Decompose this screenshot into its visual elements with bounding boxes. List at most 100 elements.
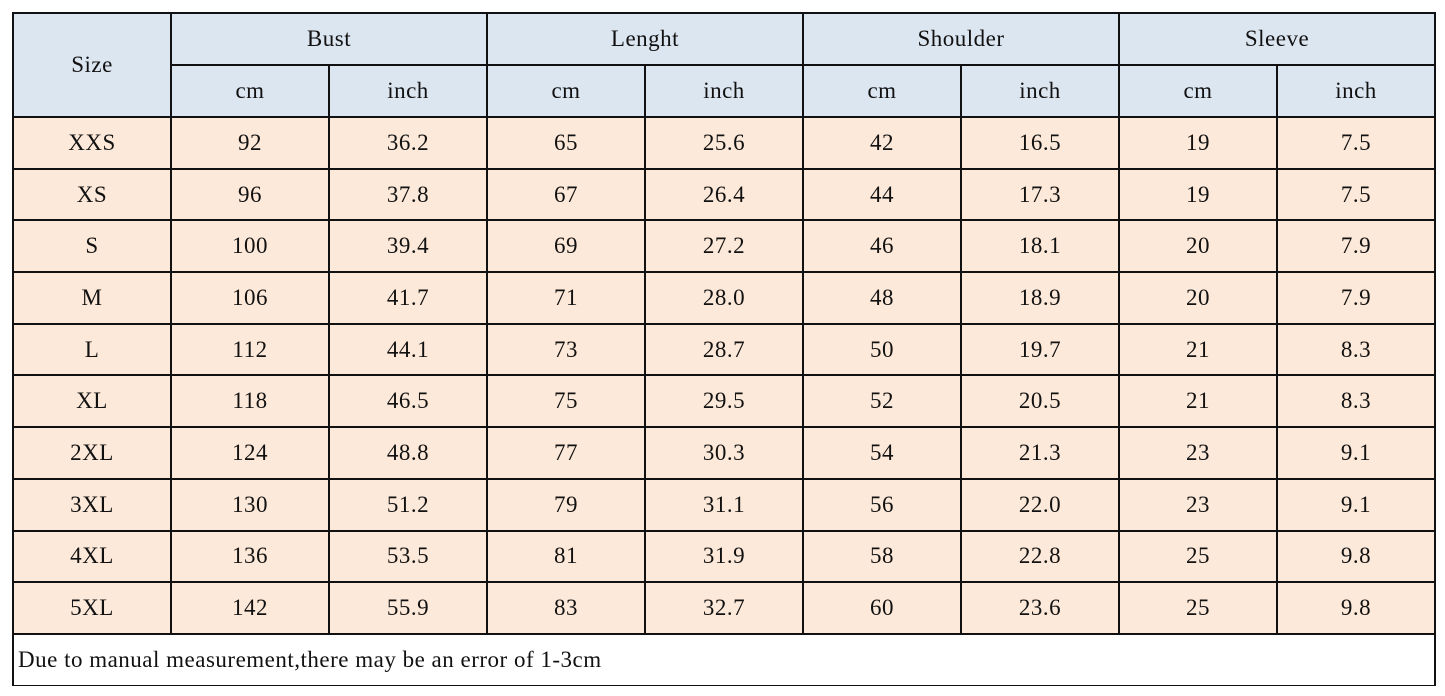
measurement-cell: 53.5 bbox=[328, 529, 488, 584]
measurement-cell: 79 bbox=[486, 477, 646, 532]
measurement-cell: 37.8 bbox=[328, 167, 488, 222]
measurement-cell: 48.8 bbox=[328, 426, 488, 480]
measurement-cell: 106 bbox=[170, 271, 330, 325]
size-cell: M bbox=[12, 271, 172, 325]
table-row: S 100 39.4 69 27.2 46 18.1 20 7.9 bbox=[12, 219, 1436, 274]
measurement-cell: 7.9 bbox=[1276, 271, 1436, 325]
measurement-cell: 9.8 bbox=[1276, 581, 1436, 635]
measurement-cell: 18.1 bbox=[960, 219, 1120, 274]
size-header: Size bbox=[12, 12, 172, 118]
measurement-cell: 7.9 bbox=[1276, 219, 1436, 274]
measurement-cell: 44 bbox=[802, 167, 962, 222]
measurement-cell: 42 bbox=[802, 116, 962, 170]
measurement-cell: 44.1 bbox=[328, 322, 488, 377]
table-row: 2XL 124 48.8 77 30.3 54 21.3 23 9.1 bbox=[12, 426, 1436, 480]
measurement-cell: 136 bbox=[170, 529, 330, 584]
sleeve-inch-header: inch bbox=[1276, 64, 1436, 118]
measurement-cell: 32.7 bbox=[644, 581, 804, 635]
table-row: M 106 41.7 71 28.0 48 18.9 20 7.9 bbox=[12, 271, 1436, 325]
length-cm-header: cm bbox=[486, 64, 646, 118]
measurement-cell: 23 bbox=[1118, 477, 1278, 532]
measurement-cell: 77 bbox=[486, 426, 646, 480]
measurement-cell: 52 bbox=[802, 374, 962, 429]
measurement-cell: 100 bbox=[170, 219, 330, 274]
measurement-cell: 56 bbox=[802, 477, 962, 532]
measurement-cell: 26.4 bbox=[644, 167, 804, 222]
measurement-cell: 17.3 bbox=[960, 167, 1120, 222]
measurement-cell: 23.6 bbox=[960, 581, 1120, 635]
measurement-cell: 39.4 bbox=[328, 219, 488, 274]
table-row: 4XL 136 53.5 81 31.9 58 22.8 25 9.8 bbox=[12, 529, 1436, 584]
measurement-cell: 83 bbox=[486, 581, 646, 635]
table-row: XXS 92 36.2 65 25.6 42 16.5 19 7.5 bbox=[12, 116, 1436, 170]
bust-inch-header: inch bbox=[328, 64, 488, 118]
bust-cm-header: cm bbox=[170, 64, 330, 118]
size-cell: XS bbox=[12, 167, 172, 222]
measurement-cell: 46 bbox=[802, 219, 962, 274]
size-cell: 3XL bbox=[12, 477, 172, 532]
measurement-cell: 50 bbox=[802, 322, 962, 377]
measurement-cell: 31.9 bbox=[644, 529, 804, 584]
measurement-cell: 124 bbox=[170, 426, 330, 480]
measurement-cell: 19 bbox=[1118, 116, 1278, 170]
measurement-cell: 118 bbox=[170, 374, 330, 429]
measurement-cell: 112 bbox=[170, 322, 330, 377]
measurement-cell: 60 bbox=[802, 581, 962, 635]
measurement-cell: 55.9 bbox=[328, 581, 488, 635]
measurement-cell: 25 bbox=[1118, 581, 1278, 635]
measurement-cell: 21 bbox=[1118, 322, 1278, 377]
measurement-cell: 22.8 bbox=[960, 529, 1120, 584]
size-cell: 4XL bbox=[12, 529, 172, 584]
measurement-cell: 22.0 bbox=[960, 477, 1120, 532]
measurement-cell: 20 bbox=[1118, 271, 1278, 325]
measurement-cell: 25 bbox=[1118, 529, 1278, 584]
measurement-cell: 69 bbox=[486, 219, 646, 274]
table-row: XS 96 37.8 67 26.4 44 17.3 19 7.5 bbox=[12, 167, 1436, 222]
measurement-cell: 81 bbox=[486, 529, 646, 584]
bust-header: Bust bbox=[170, 12, 488, 66]
measurement-cell: 7.5 bbox=[1276, 116, 1436, 170]
table-row: L 112 44.1 73 28.7 50 19.7 21 8.3 bbox=[12, 322, 1436, 377]
measurement-cell: 36.2 bbox=[328, 116, 488, 170]
measurement-cell: 75 bbox=[486, 374, 646, 429]
measurement-cell: 28.7 bbox=[644, 322, 804, 377]
size-chart-table: Size Bust Lenght Shoulder Sleeve cm inch cm in… bbox=[12, 12, 1436, 686]
measurement-cell: 18.9 bbox=[960, 271, 1120, 325]
measurement-cell: 65 bbox=[486, 116, 646, 170]
table-row: XL 118 46.5 75 29.5 52 20.5 21 8.3 bbox=[12, 374, 1436, 429]
measurement-cell: 51.2 bbox=[328, 477, 488, 532]
measurement-cell: 28.0 bbox=[644, 271, 804, 325]
measurement-cell: 41.7 bbox=[328, 271, 488, 325]
size-cell: XL bbox=[12, 374, 172, 429]
measurement-cell: 25.6 bbox=[644, 116, 804, 170]
measurement-cell: 96 bbox=[170, 167, 330, 222]
measurement-cell: 19 bbox=[1118, 167, 1278, 222]
measurement-cell: 31.1 bbox=[644, 477, 804, 532]
size-cell: S bbox=[12, 219, 172, 274]
measurement-cell: 23 bbox=[1118, 426, 1278, 480]
measurement-cell: 73 bbox=[486, 322, 646, 377]
sleeve-cm-header: cm bbox=[1118, 64, 1278, 118]
measurement-cell: 9.8 bbox=[1276, 529, 1436, 584]
measurement-cell: 16.5 bbox=[960, 116, 1120, 170]
table-row: 5XL 142 55.9 83 32.7 60 23.6 25 9.8 bbox=[12, 581, 1436, 635]
measurement-cell: 54 bbox=[802, 426, 962, 480]
measurement-cell: 19.7 bbox=[960, 322, 1120, 377]
measurement-note: Due to manual measurement,there may be a… bbox=[12, 632, 1436, 686]
size-cell: 2XL bbox=[12, 426, 172, 480]
measurement-cell: 71 bbox=[486, 271, 646, 325]
measurement-cell: 58 bbox=[802, 529, 962, 584]
measurement-cell: 8.3 bbox=[1276, 374, 1436, 429]
measurement-cell: 20 bbox=[1118, 219, 1278, 274]
measurement-cell: 27.2 bbox=[644, 219, 804, 274]
sleeve-header: Sleeve bbox=[1118, 12, 1436, 66]
measurement-cell: 142 bbox=[170, 581, 330, 635]
measurement-cell: 21 bbox=[1118, 374, 1278, 429]
measurement-cell: 67 bbox=[486, 167, 646, 222]
size-cell: XXS bbox=[12, 116, 172, 170]
length-header: Lenght bbox=[486, 12, 804, 66]
measurement-cell: 20.5 bbox=[960, 374, 1120, 429]
measurement-cell: 9.1 bbox=[1276, 477, 1436, 532]
measurement-cell: 92 bbox=[170, 116, 330, 170]
measurement-cell: 9.1 bbox=[1276, 426, 1436, 480]
